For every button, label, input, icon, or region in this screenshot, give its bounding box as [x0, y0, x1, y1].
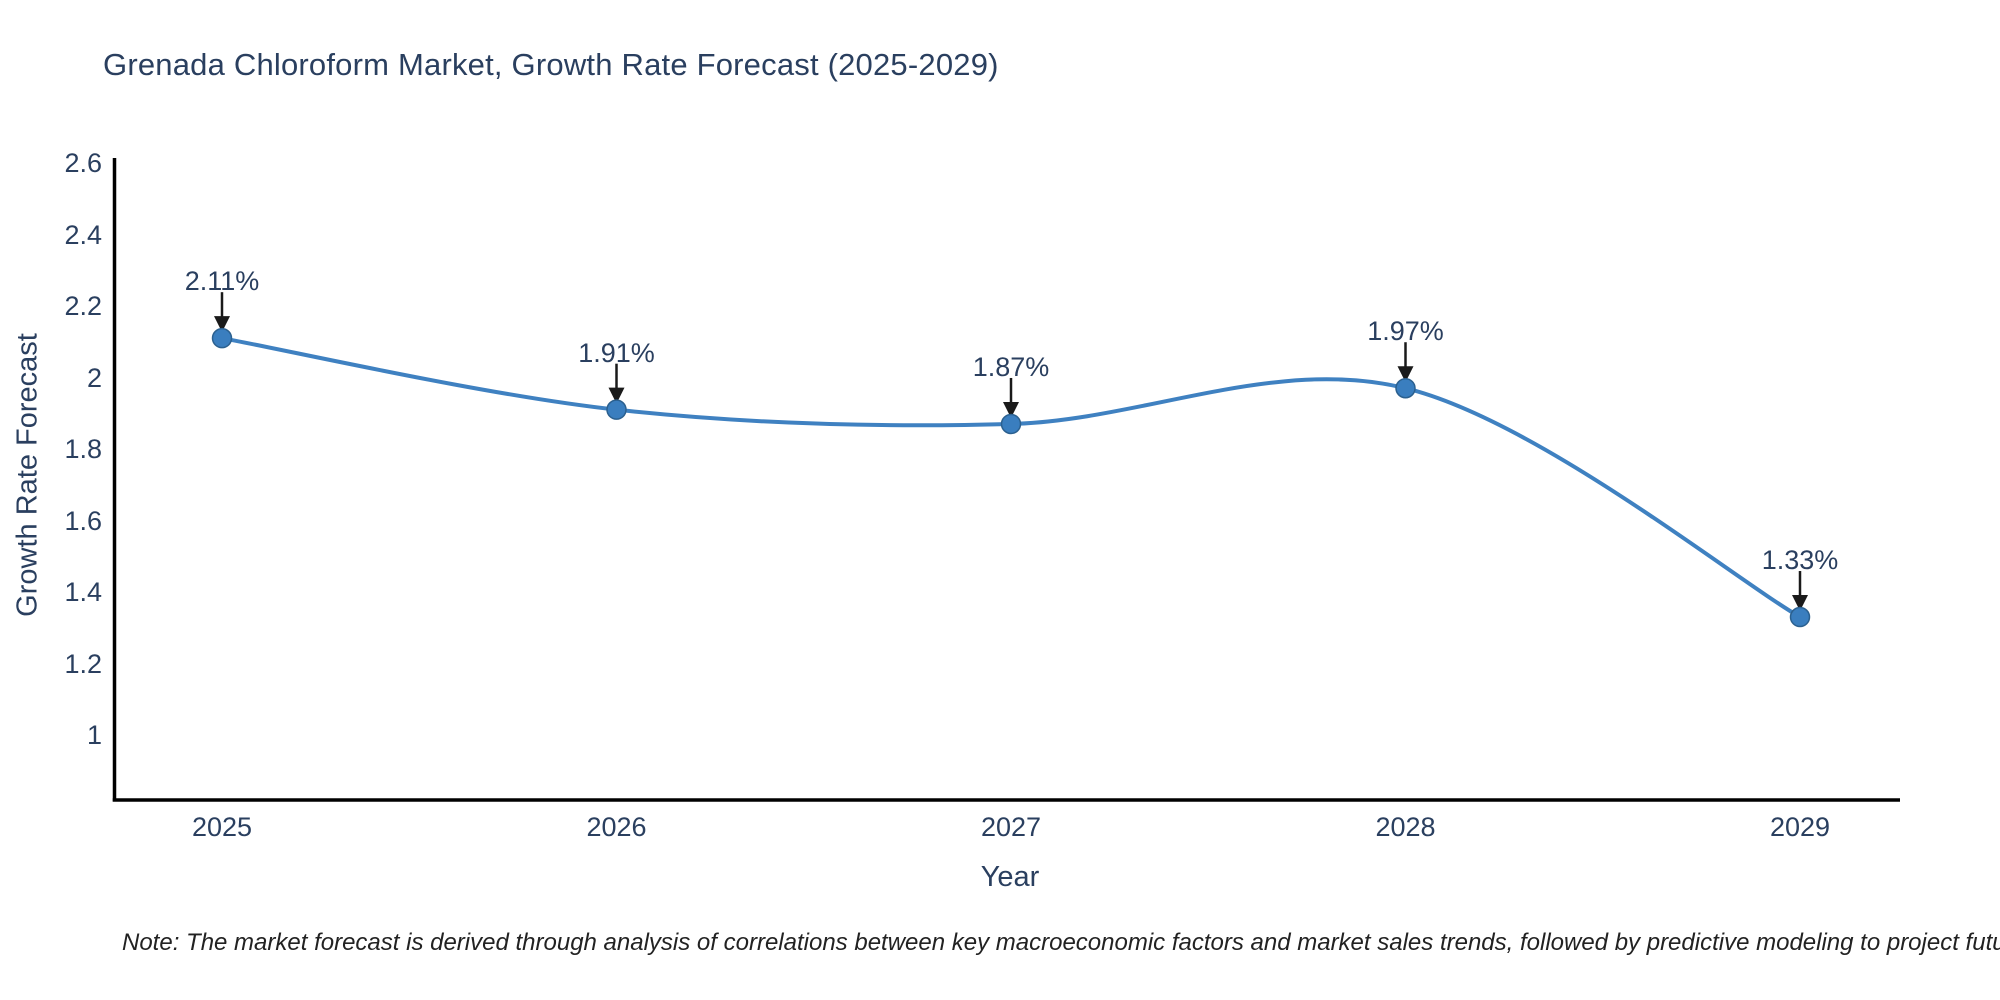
footnote: Note: The market forecast is derived thr…: [122, 929, 2000, 956]
annotation-arrowhead-icon: [214, 316, 230, 333]
point-annotation: 1.33%: [1761, 545, 1839, 576]
data-point-marker[interactable]: [1000, 413, 1022, 435]
x-tick-label: 2025: [191, 812, 253, 842]
arrows-group: [214, 292, 1808, 612]
point-annotation: 2.11%: [184, 266, 260, 297]
y-tick-label: 2: [86, 362, 102, 393]
markers-group: [211, 327, 1811, 628]
y-tick-label: 1.6: [64, 505, 102, 536]
data-point-marker[interactable]: [1789, 606, 1811, 628]
data-point-marker[interactable]: [1395, 377, 1416, 399]
y-tick-label: 2.6: [64, 148, 102, 178]
point-annotation: 1.97%: [1367, 316, 1444, 347]
point-annotation: 1.87%: [972, 351, 1050, 382]
y-tick-label: 1.8: [64, 434, 102, 464]
chart-title: Grenada Chloroform Market, Growth Rate F…: [103, 47, 999, 82]
y-tick-label: 1: [86, 720, 102, 750]
x-tick-label: 2027: [980, 812, 1042, 842]
point-annotation: 1.91%: [578, 337, 655, 368]
y-tick-label: 2.4: [64, 219, 102, 250]
data-point-marker[interactable]: [211, 327, 233, 349]
annotation-arrowhead-icon: [1792, 595, 1808, 612]
data-point-marker[interactable]: [606, 399, 627, 420]
annotation-arrowhead-icon: [1397, 366, 1414, 383]
x-tick-label: 2026: [586, 812, 647, 842]
y-tick-label: 1.2: [64, 648, 102, 679]
x-axis-title: Year: [980, 861, 1040, 893]
annotation-arrowhead-icon: [1003, 401, 1019, 418]
x-tick-label: 2028: [1375, 812, 1436, 842]
y-tick-label: 1.4: [64, 577, 102, 607]
y-tick-label: 2.2: [64, 291, 102, 321]
annotation-arrowhead-icon: [608, 387, 625, 404]
x-tick-label: 2029: [1769, 812, 1831, 842]
